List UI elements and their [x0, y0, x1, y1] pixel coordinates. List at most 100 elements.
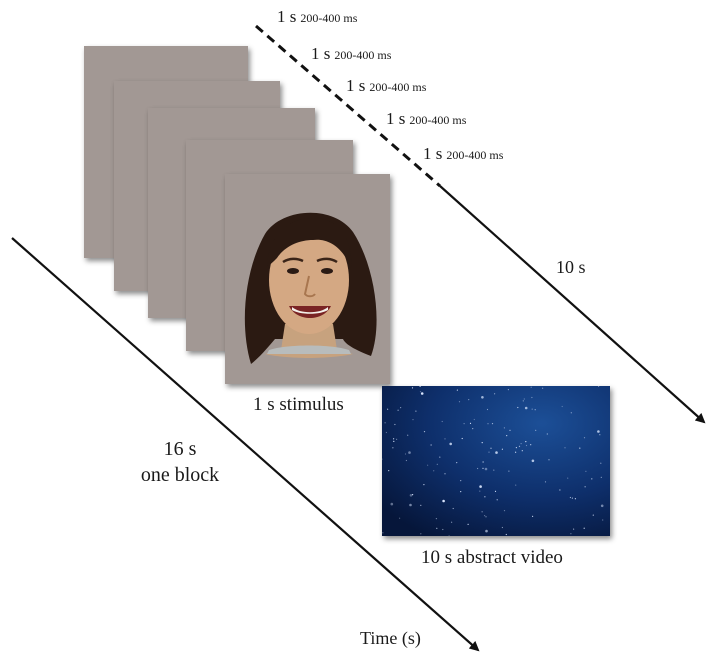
duration-text: 1 s: [386, 109, 406, 128]
block-caption-text: one block: [140, 464, 220, 486]
star-dot: [522, 400, 524, 402]
star-dot: [394, 423, 396, 426]
star-dot: [473, 418, 475, 421]
star-dot: [460, 491, 462, 493]
star-dot: [490, 447, 492, 449]
time-axis-arrow: [11, 237, 480, 652]
star-dot: [420, 504, 422, 506]
star-dot: [493, 469, 495, 471]
duration-text: 1 s: [346, 76, 366, 95]
star-dot: [468, 399, 470, 401]
star-dot: [479, 490, 481, 492]
interval-text: 200-400 ms: [409, 113, 467, 127]
star-dot: [524, 406, 528, 410]
star-dot: [409, 503, 412, 507]
star-dot: [506, 435, 508, 437]
star-dot: [508, 470, 510, 472]
star-dot: [567, 477, 569, 479]
star-dot: [408, 451, 411, 454]
star-dot: [583, 527, 585, 529]
star-dot: [485, 516, 487, 518]
starfield-video-icon: [381, 385, 610, 537]
star-dot: [399, 517, 401, 519]
star-dot: [456, 389, 458, 391]
star-dot: [461, 437, 463, 440]
star-dot: [481, 511, 483, 513]
star-dot: [559, 489, 561, 491]
star-dot: [591, 478, 593, 480]
duration-text: 1 s: [277, 7, 297, 26]
timing-label-4: 1 s 200-400 ms: [386, 110, 466, 127]
star-dot: [535, 429, 537, 431]
star-dot: [515, 484, 517, 486]
star-dot: [420, 533, 422, 535]
star-dot: [599, 434, 601, 436]
star-dot: [412, 494, 414, 496]
face-photo-icon: [244, 212, 377, 364]
star-dot: [469, 422, 472, 424]
star-dot: [482, 461, 484, 463]
star-dot: [509, 429, 511, 431]
star-dot: [525, 444, 528, 447]
stimulus-card-face: [225, 174, 390, 384]
star-dot: [486, 408, 489, 411]
star-dot: [436, 527, 438, 529]
star-dot: [592, 514, 594, 516]
star-dot: [564, 447, 566, 449]
star-dot: [481, 396, 484, 399]
star-dot: [574, 498, 576, 500]
star-dot: [570, 412, 572, 414]
star-dot: [472, 428, 474, 430]
star-dot: [441, 420, 443, 423]
star-dot: [569, 496, 571, 499]
star-dot: [532, 515, 534, 517]
star-dot: [481, 442, 483, 444]
star-dot: [411, 387, 414, 389]
star-dot: [479, 485, 482, 488]
star-dot: [435, 518, 437, 520]
star-dot: [530, 386, 532, 388]
star-dot: [442, 528, 444, 531]
star-dot: [520, 443, 522, 445]
interval-text: 200-400 ms: [334, 48, 392, 62]
star-dot: [420, 392, 424, 395]
star-dot: [501, 448, 503, 450]
star-dot: [600, 462, 602, 464]
timing-label-1: 1 s 200-400 ms: [277, 8, 357, 25]
star-dot: [542, 387, 544, 389]
star-dot: [419, 385, 421, 387]
star-dot: [463, 423, 465, 425]
star-dot: [503, 510, 506, 512]
abstract-video-thumbnail: [381, 385, 610, 537]
star-dot: [570, 533, 572, 535]
star-dot: [501, 526, 503, 529]
star-dot: [405, 459, 407, 462]
star-dot: [397, 409, 399, 411]
star-dot: [444, 473, 446, 475]
star-dot: [484, 467, 488, 471]
star-dot: [388, 470, 390, 472]
star-dot: [484, 496, 486, 498]
star-dot: [561, 405, 563, 408]
duration-text: 1 s: [311, 44, 331, 63]
star-dot: [530, 444, 532, 446]
star-dot: [515, 451, 517, 453]
star-dot: [496, 499, 498, 501]
star-dot: [423, 484, 425, 486]
stimulus-caption: 1 s stimulus: [253, 394, 344, 415]
block-duration-text: 16 s: [163, 438, 197, 460]
star-dot: [400, 407, 402, 409]
interval-text: 200-400 ms: [446, 148, 504, 162]
star-dot: [495, 451, 498, 454]
star-dot: [598, 385, 600, 387]
star-dot: [436, 463, 438, 465]
star-dot: [452, 507, 454, 510]
star-dot: [517, 406, 519, 409]
star-dot: [449, 442, 452, 446]
video-caption: 10 s abstract video: [421, 547, 563, 568]
star-dot: [393, 440, 395, 442]
star-dot: [485, 529, 488, 533]
star-dot: [381, 458, 383, 460]
star-dot: [548, 459, 550, 461]
timing-label-5: 1 s 200-400 ms: [423, 145, 503, 162]
